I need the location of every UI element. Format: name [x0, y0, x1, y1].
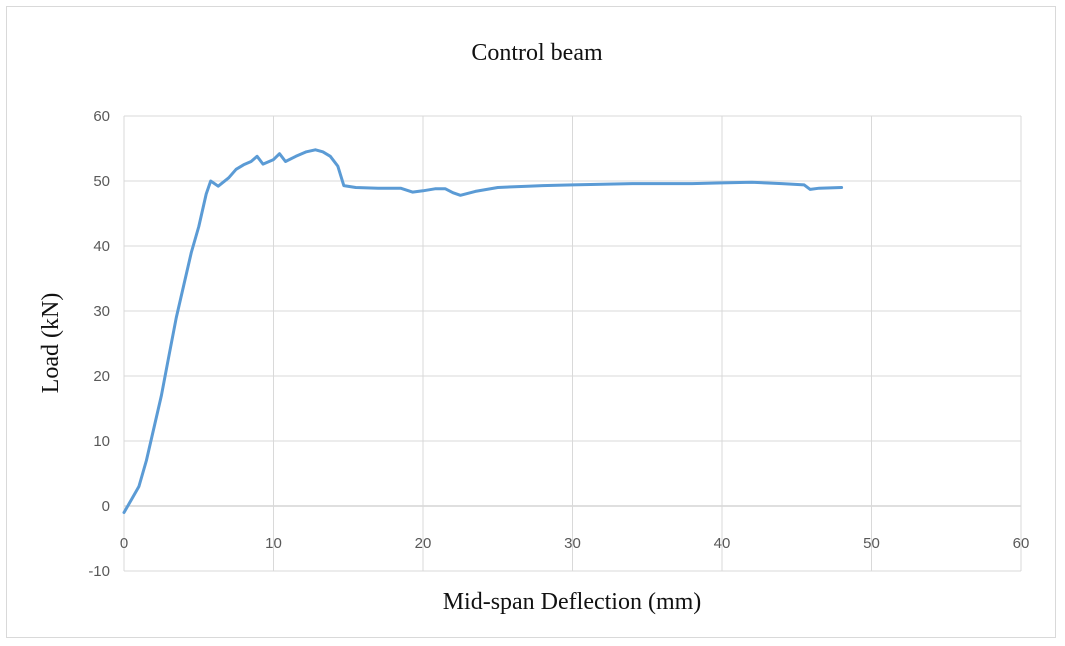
x-tick-label: 60	[1013, 535, 1030, 552]
chart-title: Control beam	[471, 40, 603, 66]
chart-frame	[6, 6, 1056, 638]
y-tick-label: -10	[88, 563, 110, 580]
x-tick-label: 0	[120, 535, 128, 552]
tick-labels: -10 0 10 20 30 40 50 60 0 10 20 30 40 50 60	[88, 108, 1029, 580]
x-tick-label: 50	[863, 535, 880, 552]
y-tick-label: 40	[93, 238, 110, 255]
x-tick-label: 40	[714, 535, 731, 552]
x-tick-label: 20	[415, 535, 432, 552]
y-tick-label: 10	[93, 433, 110, 450]
series-line	[122, 148, 844, 514]
y-tick-label: 50	[93, 173, 110, 190]
y-tick-label: 60	[93, 108, 110, 125]
x-axis-label: Mid-span Deflection (mm)	[443, 589, 702, 615]
series-layer	[122, 148, 844, 514]
y-axis-label: Load (kN)	[38, 293, 64, 394]
y-tick-label: 30	[93, 303, 110, 320]
y-tick-label: 0	[102, 498, 110, 515]
grid-lines	[123, 115, 1022, 572]
y-tick-label: 20	[93, 368, 110, 385]
x-tick-label: 10	[265, 535, 282, 552]
x-tick-label: 30	[564, 535, 581, 552]
